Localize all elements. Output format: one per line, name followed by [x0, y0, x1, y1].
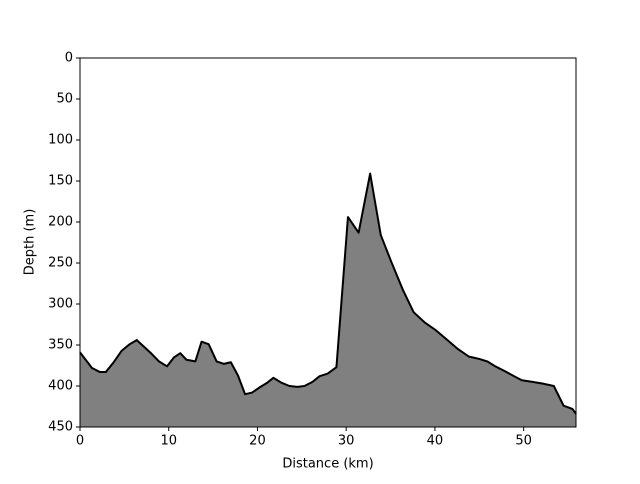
x-tick-label: 50	[515, 434, 532, 449]
y-tick-label: 100	[48, 133, 73, 148]
area-line	[79, 172, 577, 415]
y-tick-label: 450	[48, 420, 73, 435]
y-tick-label: 350	[48, 338, 73, 353]
x-tick-label: 30	[338, 434, 355, 449]
area-fill	[80, 173, 576, 427]
plot-frame	[79, 57, 577, 428]
x-tick-label: 40	[427, 434, 444, 449]
y-tick-label: 50	[56, 92, 73, 107]
y-axis-label: Depth (m)	[23, 209, 38, 276]
y-tick-label: 0	[65, 51, 73, 66]
x-tick-label: 10	[160, 434, 177, 449]
y-tick-label: 200	[48, 215, 73, 230]
y-tick-label: 250	[48, 256, 73, 271]
y-tick-label: 300	[48, 297, 73, 312]
y-tick-label: 150	[48, 174, 73, 189]
x-tick-label: 20	[249, 434, 266, 449]
y-tick-label: 400	[48, 379, 73, 394]
x-tick-label: 0	[76, 434, 84, 449]
x-axis-label: Distance (km)	[282, 457, 373, 472]
